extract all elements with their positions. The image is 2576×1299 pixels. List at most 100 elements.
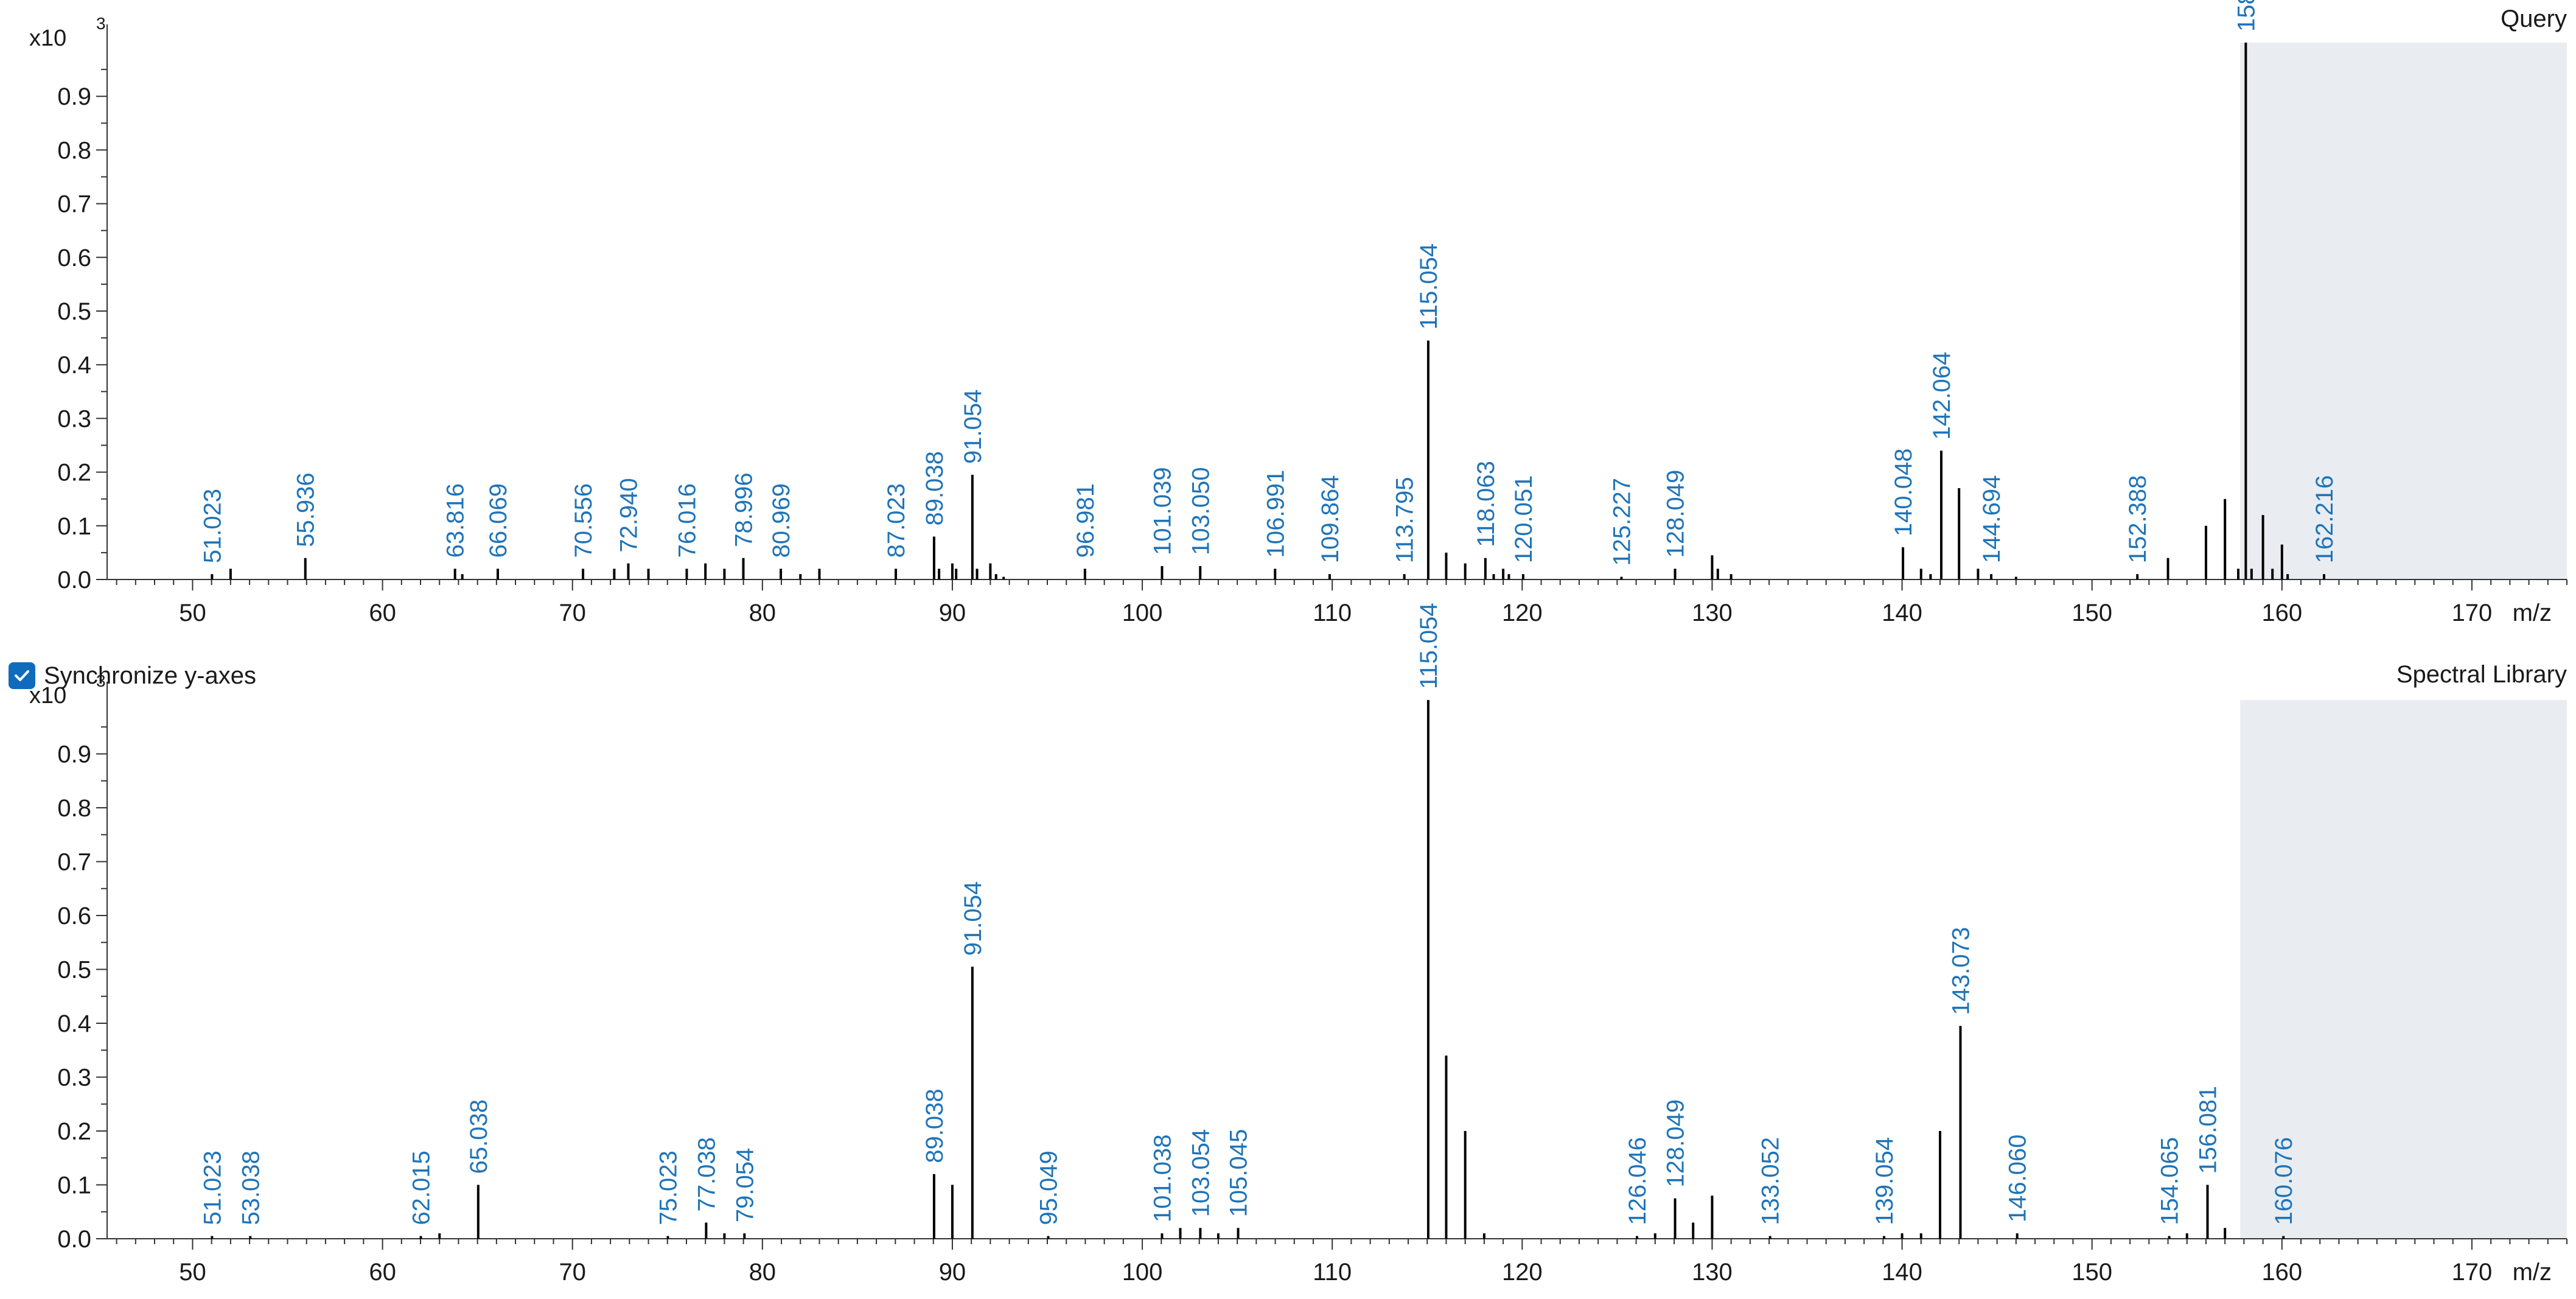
peak-label: 118.063 xyxy=(1473,461,1499,547)
y-tick-label: 0.6 xyxy=(57,903,91,930)
peak-label: 55.936 xyxy=(293,472,319,547)
peak-label: 65.038 xyxy=(466,1099,492,1174)
peak-label: 158.096 xyxy=(2233,0,2260,32)
x-tick-label: 150 xyxy=(2072,600,2112,626)
x-tick-label: 100 xyxy=(1122,600,1163,626)
peak-label: 95.049 xyxy=(1036,1150,1063,1225)
y-tick-label: 0.5 xyxy=(57,957,91,984)
peak-label: 91.054 xyxy=(960,881,986,956)
y-tick-label: 0.0 xyxy=(57,567,91,593)
peak-label: 120.051 xyxy=(1510,475,1537,564)
x-tick-label: 120 xyxy=(1502,600,1543,626)
x-tick-label: 60 xyxy=(369,600,396,626)
x-tick-label: 150 xyxy=(2072,1259,2112,1286)
peak-label: 152.388 xyxy=(2124,475,2151,564)
x-tick-label: 100 xyxy=(1122,1259,1163,1286)
peak-label: 51.023 xyxy=(199,1150,226,1225)
x-tick-label: 110 xyxy=(1313,600,1352,626)
y-multiplier-exponent: 3 xyxy=(96,671,106,690)
x-tick-label: 160 xyxy=(2261,600,2302,626)
peak-label: 66.069 xyxy=(485,483,512,558)
x-tick-label: 120 xyxy=(1502,1259,1543,1286)
peak-label: 113.795 xyxy=(1392,477,1419,564)
peak-label: 80.969 xyxy=(768,483,795,558)
peak-label: 106.991 xyxy=(1262,470,1289,558)
peak-label: 76.016 xyxy=(674,483,700,558)
synchronize-y-axes-label: Synchronize y-axes xyxy=(44,662,257,689)
x-tick-label: 170 xyxy=(2452,600,2493,626)
y-tick-label: 0.4 xyxy=(57,1010,91,1037)
y-tick-label: 0.2 xyxy=(57,1118,91,1145)
y-tick-label: 0.3 xyxy=(57,405,91,432)
x-tick-label: 130 xyxy=(1692,600,1733,626)
y-tick-label: 0.1 xyxy=(57,513,91,540)
x-tick-label: 110 xyxy=(1313,1259,1352,1286)
peak-label: 133.052 xyxy=(1757,1137,1784,1225)
peak-label: 146.060 xyxy=(2005,1135,2031,1223)
peak-label: 77.038 xyxy=(693,1137,720,1211)
y-tick-label: 0.8 xyxy=(57,137,91,164)
x-tick-label: 70 xyxy=(559,1259,586,1286)
x-tick-label: 50 xyxy=(179,600,206,626)
x-tick-label: 50 xyxy=(179,1259,206,1286)
peak-label: 79.054 xyxy=(731,1148,758,1222)
peak-label: 62.015 xyxy=(408,1150,435,1225)
shaded-region xyxy=(2240,43,2567,579)
peak-label: 91.054 xyxy=(960,390,986,464)
peak-label: 139.054 xyxy=(1871,1137,1898,1225)
y-tick-label: 0.5 xyxy=(57,298,91,325)
peak-label: 125.227 xyxy=(1608,478,1635,566)
synchronize-y-axes-control[interactable]: Synchronize y-axes xyxy=(9,660,256,691)
x-axis-label: m/z xyxy=(2513,600,2552,626)
x-tick-label: 130 xyxy=(1692,1259,1733,1286)
peak-label: 53.038 xyxy=(237,1150,264,1225)
library-spectrum-panel[interactable]: Spectral Library x10 3 0.0 0.1 0.2 0.3 0.4 0.5 0.… xyxy=(29,603,2567,1286)
x-tick-label: 170 xyxy=(2452,1259,2493,1286)
peak-label: 140.048 xyxy=(1890,448,1917,536)
peak-label: 143.073 xyxy=(1947,927,1974,1015)
y-tick-label: 0.8 xyxy=(57,795,91,822)
peak-label: 96.981 xyxy=(1072,483,1099,558)
peak-label: 160.076 xyxy=(2271,1137,2297,1225)
x-tick-label: 140 xyxy=(1882,1259,1922,1286)
peak-label: 103.050 xyxy=(1187,467,1214,555)
y-tick-label: 0.2 xyxy=(57,460,91,486)
y-tick-label: 0.9 xyxy=(57,741,91,768)
peak-label: 142.064 xyxy=(1929,352,1955,440)
x-tick-label: 80 xyxy=(749,600,777,626)
x-tick-label: 80 xyxy=(749,1259,777,1286)
peak-label: 75.023 xyxy=(655,1150,682,1225)
shaded-region xyxy=(2240,700,2567,1239)
x-tick-label: 140 xyxy=(1882,600,1922,626)
peak-label: 89.038 xyxy=(921,451,948,525)
synchronize-y-axes-checkbox[interactable] xyxy=(9,662,35,689)
y-tick-label: 0.1 xyxy=(57,1172,91,1199)
y-multiplier: x10 xyxy=(29,26,66,51)
peak-label: 128.049 xyxy=(1663,1099,1689,1188)
y-tick-label: 0.6 xyxy=(57,245,91,271)
y-tick-label: 0.7 xyxy=(57,191,91,218)
peak-label: 63.816 xyxy=(442,483,469,558)
peak-label: 87.023 xyxy=(883,483,910,558)
y-multiplier: x10 xyxy=(29,683,66,709)
check-icon xyxy=(15,670,29,681)
y-tick-label: 0.3 xyxy=(57,1065,91,1091)
x-axis-label: m/z xyxy=(2513,1259,2552,1286)
peak-label: 109.864 xyxy=(1317,475,1344,564)
peak-label: 156.081 xyxy=(2194,1086,2221,1174)
chart-title: Query xyxy=(2501,5,2567,32)
x-tick-label: 60 xyxy=(369,1259,396,1286)
peak-label: 103.054 xyxy=(1187,1129,1214,1217)
query-spectrum-panel[interactable]: Query x10 3 0.0 0.1 0.2 0.3 0.4 0.5 0.6 0.7 0.8 0.9 5… xyxy=(29,0,2567,626)
x-tick-label: 160 xyxy=(2261,1259,2302,1286)
y-tick-label: 0.9 xyxy=(57,83,91,110)
x-tick-label: 90 xyxy=(939,600,966,626)
peak-label: 78.996 xyxy=(730,472,757,547)
peak-label: 128.049 xyxy=(1663,470,1689,558)
y-tick-label: 0.0 xyxy=(57,1226,91,1253)
peak-label: 101.038 xyxy=(1149,1135,1176,1223)
peak-label: 162.216 xyxy=(2311,475,2338,564)
peak-label: 72.940 xyxy=(615,478,642,552)
peak-label: 101.039 xyxy=(1150,467,1176,555)
